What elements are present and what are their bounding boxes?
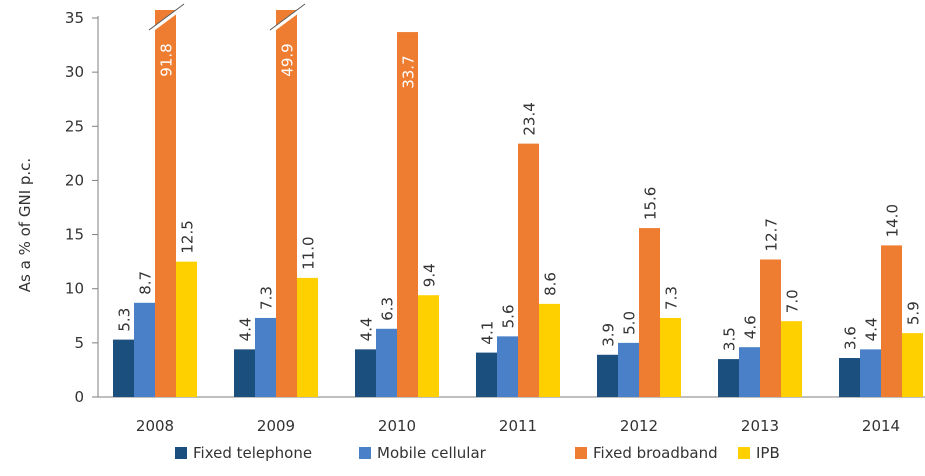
x-tick-label: 2008 xyxy=(136,417,174,435)
bar xyxy=(597,354,618,397)
bar xyxy=(418,295,439,397)
data-label: 8.7 xyxy=(137,271,155,295)
legend: Fixed telephone Mobile cellular Fixed broa… xyxy=(175,444,780,462)
legend-label: Fixed telephone xyxy=(193,444,312,462)
data-labels: 5.38.791.812.54.47.349.911.04.46.333.79.… xyxy=(116,43,923,351)
bar xyxy=(255,317,276,397)
y-tick-label: 20 xyxy=(65,171,84,189)
y-tick-label: 15 xyxy=(65,226,84,244)
data-label: 4.4 xyxy=(358,317,376,341)
axes: 0 5 10 15 20 25 30 35 2008 2009 2010 2011 2012 2013 20… xyxy=(65,9,925,435)
data-label: 4.1 xyxy=(479,321,497,345)
data-label: 15.6 xyxy=(642,187,660,220)
data-label: 23.4 xyxy=(521,102,539,135)
data-label: 5.3 xyxy=(116,308,134,332)
data-label: 4.4 xyxy=(237,317,255,341)
legend-swatch xyxy=(175,447,187,459)
y-tick-label: 25 xyxy=(65,117,84,135)
legend-label: Fixed broadband xyxy=(593,444,718,462)
axis-break-line xyxy=(269,3,306,31)
data-label: 3.6 xyxy=(842,326,860,350)
x-tick-label: 2010 xyxy=(378,417,416,435)
y-tick-label: 5 xyxy=(74,334,84,352)
bar xyxy=(618,342,639,397)
data-label: 91.8 xyxy=(158,43,176,76)
bar xyxy=(881,245,902,397)
data-label: 3.9 xyxy=(600,323,618,347)
bar xyxy=(276,10,297,397)
data-label: 12.7 xyxy=(763,218,781,251)
data-label: 7.0 xyxy=(784,289,802,313)
data-label: 6.3 xyxy=(379,297,397,321)
legend-label: Mobile cellular xyxy=(377,444,487,462)
bar xyxy=(497,336,518,397)
y-tick-label: 10 xyxy=(65,280,84,298)
bar xyxy=(176,261,197,397)
bar xyxy=(639,228,660,397)
y-tick-label: 0 xyxy=(74,388,84,406)
y-axis-title: As a % of GNI p.c. xyxy=(16,158,34,292)
bars xyxy=(113,3,923,397)
y-tick-label: 35 xyxy=(65,9,84,27)
bar xyxy=(839,358,860,397)
bar xyxy=(539,303,560,397)
bar xyxy=(234,349,255,397)
bar xyxy=(860,349,881,397)
y-tick-label: 30 xyxy=(65,63,84,81)
data-label: 7.3 xyxy=(258,286,276,310)
data-label: 9.4 xyxy=(421,263,439,287)
axis-break-line xyxy=(148,3,185,31)
data-label: 4.6 xyxy=(742,315,760,339)
data-label: 5.9 xyxy=(905,301,923,325)
axis-break-mark xyxy=(268,4,307,34)
data-label: 14.0 xyxy=(884,204,902,237)
legend-swatch xyxy=(575,447,587,459)
legend-swatch xyxy=(738,447,750,459)
bar xyxy=(113,339,134,397)
data-label: 5.6 xyxy=(500,305,518,329)
x-tick-label: 2011 xyxy=(499,417,537,435)
x-tick-label: 2013 xyxy=(741,417,779,435)
bar xyxy=(155,10,176,397)
data-label: 11.0 xyxy=(300,236,318,269)
x-tick-label: 2009 xyxy=(257,417,295,435)
bar xyxy=(718,359,739,397)
bar xyxy=(134,302,155,397)
data-label: 7.3 xyxy=(663,286,681,310)
bar xyxy=(355,349,376,397)
bar xyxy=(739,347,760,397)
data-label: 3.5 xyxy=(721,327,739,351)
data-label: 33.7 xyxy=(400,55,418,88)
data-label: 5.0 xyxy=(621,311,639,335)
bar xyxy=(760,259,781,397)
data-label: 4.4 xyxy=(863,317,881,341)
data-label: 49.9 xyxy=(279,43,297,76)
bar xyxy=(476,352,497,397)
bar xyxy=(376,328,397,397)
bar xyxy=(781,321,802,397)
legend-swatch xyxy=(359,447,371,459)
bar xyxy=(902,333,923,397)
x-tick-label: 2012 xyxy=(620,417,658,435)
data-label: 12.5 xyxy=(179,220,197,253)
bar xyxy=(297,277,318,397)
bar xyxy=(397,32,418,397)
x-tick-label: 2014 xyxy=(862,417,900,435)
axis-break-mark xyxy=(147,4,186,34)
bar xyxy=(660,317,681,397)
legend-label: IPB xyxy=(756,444,780,462)
bar xyxy=(518,143,539,397)
data-label: 8.6 xyxy=(542,272,560,296)
